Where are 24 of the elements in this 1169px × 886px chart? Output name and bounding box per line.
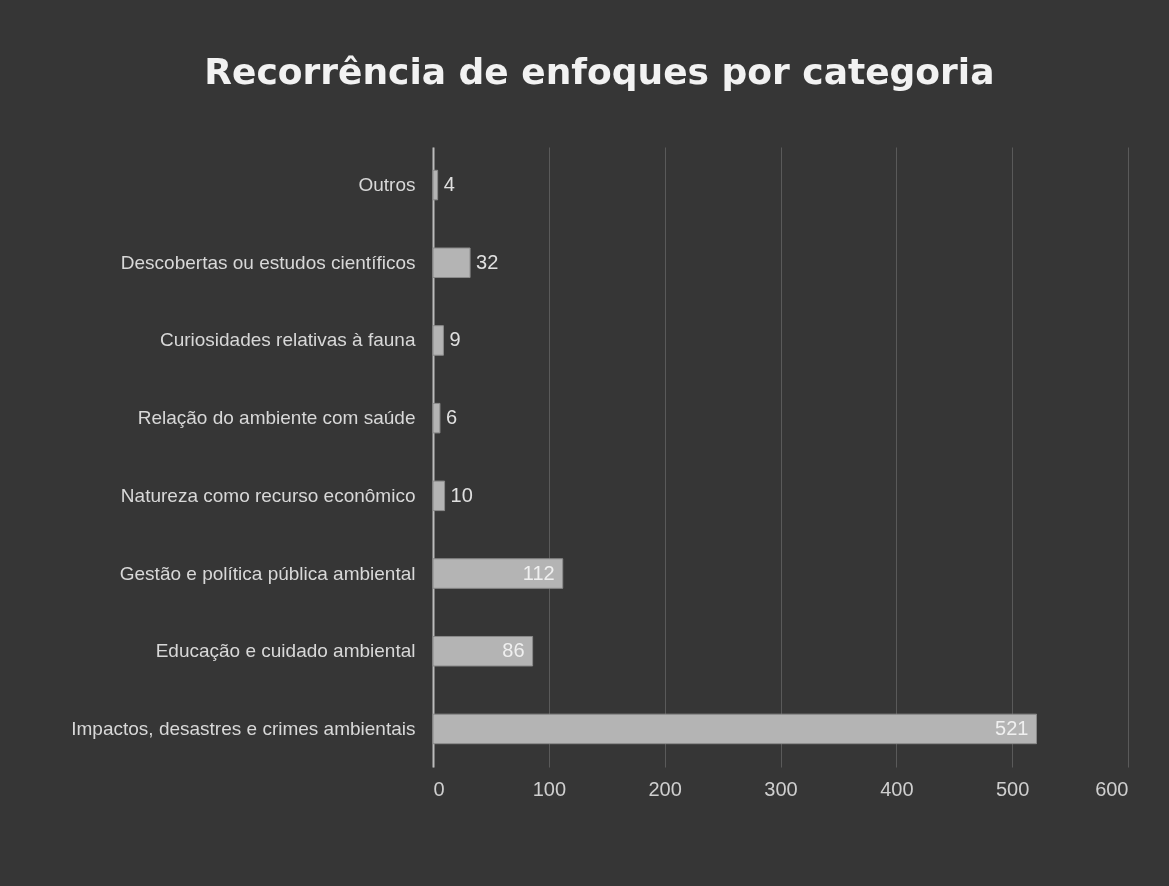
data-label: 521 xyxy=(995,716,1029,739)
y-tick-label: Educação e cuidado ambiental xyxy=(155,640,416,662)
x-tick-label: 0 xyxy=(433,777,445,800)
data-label: 32 xyxy=(476,250,499,273)
data-label: 112 xyxy=(522,561,555,584)
data-label: 86 xyxy=(502,639,525,662)
data-label: 4 xyxy=(443,173,455,196)
x-tick-label: 400 xyxy=(880,777,914,800)
x-tick-label: 300 xyxy=(764,777,798,800)
x-tick-label: 200 xyxy=(648,777,682,800)
data-label: 6 xyxy=(445,406,458,429)
y-tick-label: Natureza como recurso econômico xyxy=(120,484,416,506)
data-label: 9 xyxy=(449,328,461,351)
data-label: 10 xyxy=(450,483,473,506)
y-tick-label: Impactos, desastres e crimes ambientais xyxy=(71,717,416,739)
x-tick-label: 600 xyxy=(1095,777,1129,800)
chart-title: Recorrência de enfoques por categoria xyxy=(204,51,995,92)
y-tick-label: Gestão e política pública ambiental xyxy=(119,562,416,584)
y-tick-label: Relação do ambiente com saúde xyxy=(137,407,416,429)
x-tick-label: 500 xyxy=(995,777,1030,800)
y-tick-label: Curiosidades relativas à fauna xyxy=(159,329,416,351)
y-tick-label: Descobertas ou estudos científicos xyxy=(120,251,416,273)
x-tick-label: 100 xyxy=(532,777,567,800)
y-tick-label: Outros xyxy=(358,174,416,196)
